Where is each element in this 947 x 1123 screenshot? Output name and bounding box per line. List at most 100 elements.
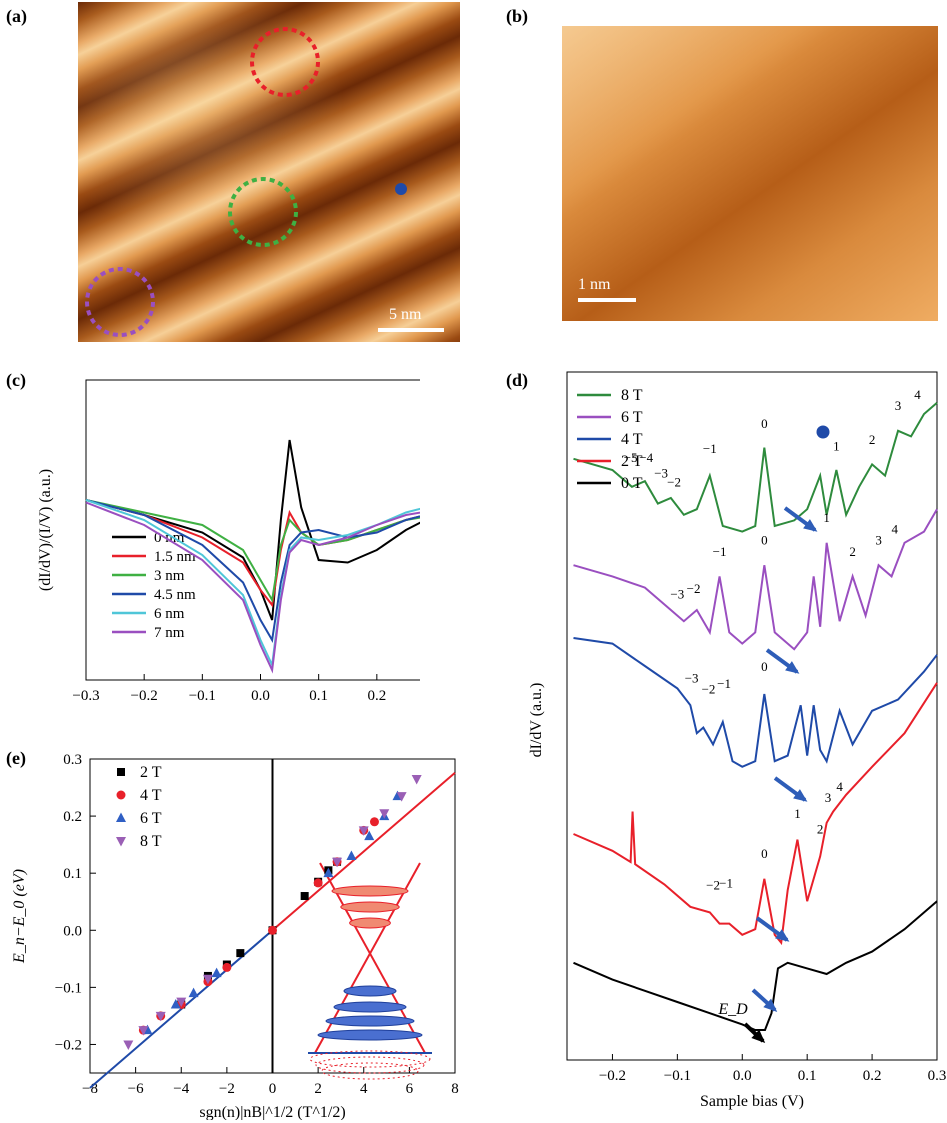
data-point: [202, 974, 213, 985]
panel-d-label: (d): [506, 370, 528, 390]
peak-label: −1: [703, 441, 717, 456]
panel-e-label: (e): [6, 748, 26, 768]
data-point: [116, 790, 126, 800]
arrow-2T-head: [775, 929, 790, 942]
arrow-4T-head: [793, 789, 808, 802]
peak-label: 3: [875, 533, 882, 548]
peak-label: −2: [706, 878, 720, 893]
data-point: [116, 812, 126, 822]
x-tick-label: 0: [269, 1081, 277, 1097]
chart-d: −0.2 −0.1 0.0 0.1 0.2 0.3 Sample bias (V) dI/dV…: [528, 371, 947, 1110]
peak-label: 2: [869, 432, 876, 447]
peak-label: 4: [892, 521, 899, 536]
x-tick-label: 0.3: [928, 1068, 947, 1084]
cone-dotted-ring: [321, 1062, 419, 1080]
y-axis-label: (dI/dV)/(I/V) (a.u.): [37, 469, 54, 591]
legend-label: 6 T: [140, 810, 162, 827]
panel-a-label: (a): [6, 6, 27, 26]
peak-label: −2: [702, 682, 716, 697]
legend-label: 3 nm: [154, 568, 185, 584]
defect-circle-red: [250, 27, 320, 97]
series-line-0-T: [573, 900, 938, 1031]
peak-label: −2: [667, 474, 681, 489]
peak-label: −4: [639, 450, 653, 465]
peak-label: −1: [719, 875, 733, 890]
x-tick-label: 0.2: [863, 1068, 882, 1084]
legend-label: 2 T: [621, 453, 643, 470]
y-tick-label: 0.1: [63, 866, 82, 882]
data-point: [369, 817, 379, 827]
scale-label-b: 1 nm: [578, 276, 611, 293]
data-point: [236, 949, 245, 958]
landau-level-disc: [325, 1015, 415, 1027]
legend-label: 1.5 nm: [154, 549, 196, 565]
peak-label: −2: [687, 581, 701, 596]
measurement-dot: [395, 183, 407, 195]
data-point: [211, 967, 222, 978]
data-point: [379, 809, 390, 819]
y-axis-label: E_n−E_0 (eV): [11, 869, 28, 964]
stm-image-b: 1 nm: [562, 26, 938, 321]
series-line-4-T: [573, 637, 938, 768]
chart-e: −8 −6 −4 −2 0 2 4 6 8−0.2−0.10.00.10.20.3sgn(n)|…: [11, 752, 459, 1120]
y-axis-label: dI/dV (a.u.): [528, 683, 545, 758]
x-tick-label: 0.1: [309, 688, 328, 704]
legend-label: 0 T: [621, 475, 643, 492]
x-tick-label: −0.1: [189, 688, 216, 704]
peak-label: 2: [817, 822, 824, 837]
defect-circle-purple: [85, 267, 155, 337]
legend-label: 8 T: [621, 387, 643, 404]
fit-line-negative: [89, 929, 274, 1089]
peak-label: 1: [833, 439, 840, 454]
data-point: [117, 768, 125, 776]
landau-level-disc: [317, 1029, 423, 1041]
landau-level-disc: [333, 1001, 407, 1013]
peak-label: 3: [825, 790, 832, 805]
x-tick-label: −4: [173, 1081, 189, 1097]
stm-a-overlay: [85, 27, 407, 337]
x-tick-label: 0.1: [798, 1068, 817, 1084]
y-tick-label: 0.2: [63, 809, 82, 825]
y-tick-label: −0.2: [55, 1037, 82, 1053]
legend-label: 8 T: [140, 833, 162, 850]
data-point: [364, 830, 375, 841]
x-tick-label: −0.3: [72, 688, 99, 704]
scale-label-a: 5 nm: [389, 306, 422, 323]
data-point: [323, 867, 334, 878]
legend-label: 6 T: [621, 409, 643, 426]
landau-level-disc: [343, 985, 397, 997]
data-point: [155, 1011, 166, 1022]
peak-label: 3: [895, 398, 902, 413]
y-tick-label: 0.0: [63, 923, 82, 939]
x-tick-label: 4: [360, 1081, 368, 1097]
plot-frame: [85, 379, 420, 681]
dirac-point-label: E_D: [717, 1001, 748, 1018]
data-point: [138, 1026, 149, 1036]
cone-dotted-ring: [315, 1056, 425, 1074]
legend-label: 4.5 nm: [154, 587, 196, 603]
series-line-6-T: [573, 508, 938, 651]
x-axis-label: Sample bias (V): [700, 1093, 804, 1110]
stm-image-a: 5 nm: [78, 2, 460, 342]
peak-label: 0: [761, 533, 768, 548]
series-line-6-nm: [85, 499, 420, 669]
arrow-8T-head: [803, 519, 818, 532]
peak-label: 1: [794, 806, 801, 821]
series-line-7-nm: [85, 501, 420, 674]
peak-label: 0: [761, 846, 768, 861]
x-tick-label: 0.2: [367, 688, 386, 704]
y-tick-label: 0.3: [63, 752, 82, 768]
x-tick-label: 8: [451, 1081, 459, 1097]
arrow-6T-head: [785, 661, 800, 674]
legend-label: 2 T: [140, 764, 162, 781]
landau-level-disc: [331, 885, 409, 897]
data-point: [346, 850, 357, 861]
peak-label: −3: [670, 586, 684, 601]
scale-bar-b: [578, 298, 636, 302]
peak-label: 2: [849, 544, 856, 559]
x-tick-label: 2: [314, 1081, 322, 1097]
peak-label: 1: [823, 510, 830, 525]
peak-label: 4: [914, 387, 921, 402]
data-point: [222, 962, 232, 972]
